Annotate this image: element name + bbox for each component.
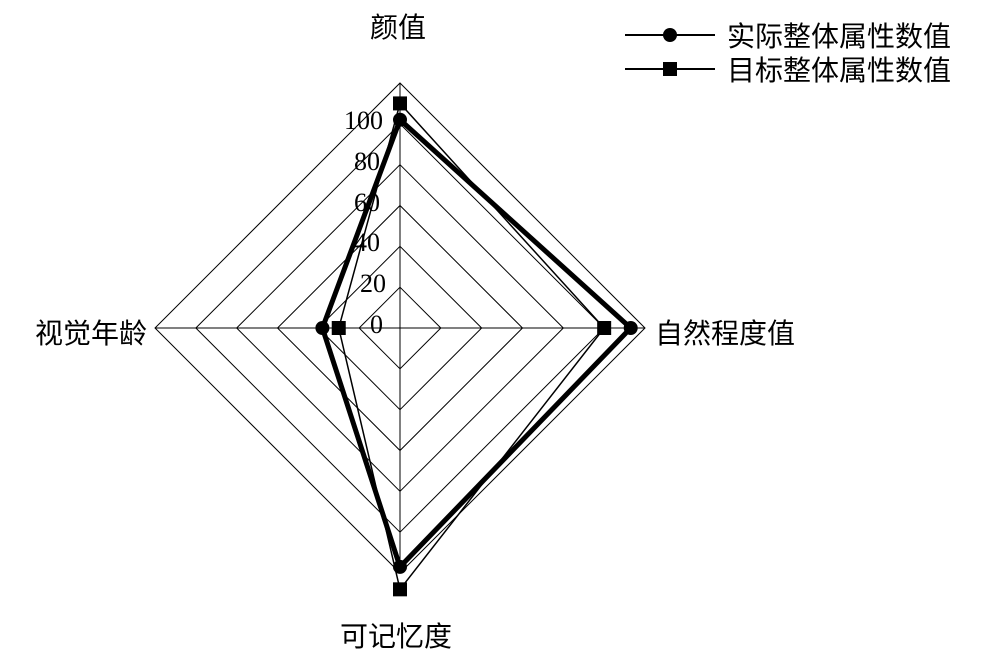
grid-tick-label: 80 [354, 147, 380, 177]
radar-chart [0, 0, 1000, 657]
circle-marker-icon [663, 28, 677, 42]
grid-tick-label: 60 [354, 188, 380, 218]
axis-label-bottom: 可记忆度 [340, 615, 452, 655]
grid-tick-label: 0 [370, 310, 383, 340]
grid-tick-label: 20 [360, 269, 386, 299]
axis-label-top: 颜值 [370, 6, 426, 46]
legend-item-actual: 实际整体属性数值 [625, 18, 951, 52]
grid-tick-label: 100 [344, 106, 383, 136]
axis-label-right: 自然程度值 [655, 312, 795, 352]
legend: 实际整体属性数值 目标整体属性数值 [625, 18, 951, 86]
legend-label: 目标整体属性数值 [727, 49, 951, 89]
legend-line [625, 68, 715, 70]
legend-line [625, 34, 715, 36]
legend-item-target: 目标整体属性数值 [625, 52, 951, 86]
axis-label-left: 视觉年龄 [35, 312, 147, 352]
grid-tick-label: 40 [354, 228, 380, 258]
square-marker-icon [663, 62, 677, 76]
